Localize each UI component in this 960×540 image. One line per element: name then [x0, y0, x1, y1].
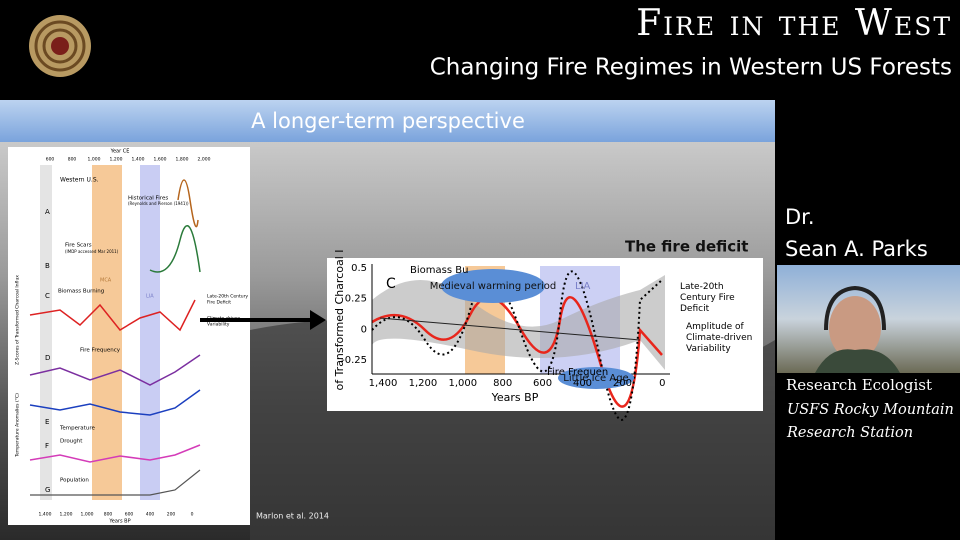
slide-title: A longer-term perspective — [251, 109, 525, 133]
tick-label: 800 — [68, 157, 77, 163]
subtitle: Changing Fire Regimes in Western US Fore… — [430, 55, 952, 81]
y-tick-label: -0.25 — [341, 355, 367, 366]
tick-label: 600 — [125, 512, 134, 518]
tick-label: 200 — [167, 512, 176, 518]
confidence-band — [372, 275, 665, 370]
tick-label: 1,400 — [39, 512, 52, 518]
band-label: LIA — [575, 281, 591, 292]
citation: Marlon et al. 2014 — [256, 512, 329, 521]
figure-label: (IMDP accessed Mar 2011) — [65, 249, 119, 254]
annotation: Climate-driven — [207, 316, 240, 322]
panel-label: E — [45, 418, 49, 426]
curve — [29, 354, 201, 386]
x-tick-label: 600 — [533, 378, 552, 389]
band-label: MCA — [100, 278, 112, 284]
tick-label: 1,400 — [132, 157, 145, 163]
x-tick-label: 800 — [493, 378, 512, 389]
series-label: Biomass Bu — [410, 265, 468, 276]
tick-label: 800 — [104, 512, 113, 518]
bubble — [558, 367, 634, 389]
annotation: Variability — [207, 322, 230, 328]
axis-label: Years BP — [108, 519, 130, 525]
axis-label: Year CE — [110, 149, 130, 155]
callout: The fire deficit — [625, 238, 748, 256]
y-tick-label: 0 — [361, 324, 367, 335]
tick-label: 400 — [146, 512, 155, 518]
panel-label: C — [386, 276, 396, 292]
curve — [29, 444, 201, 463]
tick-label: 1,200 — [110, 157, 123, 163]
bubble-text: Little Ice Age — [563, 373, 628, 384]
speaker-org: USFS Rocky Mountain — [787, 402, 954, 418]
x-tick-label: 1,000 — [448, 378, 477, 389]
curve — [29, 299, 196, 332]
panel-label: B — [45, 262, 50, 270]
speaker-role: Research Ecologist — [786, 376, 932, 394]
y-label: Z-Scores of Transformed Charcoal Influx — [15, 275, 21, 365]
bubble-text: Medieval warming period — [430, 281, 557, 292]
x-tick-label: 200 — [613, 378, 632, 389]
speaker-name: Sean A. Parks — [785, 237, 928, 261]
tick-label: 600 — [46, 157, 55, 163]
y-label: Temperature Anomalies (°C) — [15, 393, 21, 458]
figure-label: Temperature — [59, 426, 95, 432]
title: Fire in the West — [636, 3, 952, 44]
curve — [371, 296, 663, 408]
panel-label: F — [45, 442, 49, 450]
slide-title-bar — [0, 100, 775, 142]
y-tick-label: 0.5 — [351, 263, 367, 274]
tick-label: 1,800 — [176, 157, 189, 163]
figure-label: Fire Frequency — [80, 348, 121, 354]
band — [92, 165, 122, 500]
curve — [371, 270, 663, 421]
figure-label: Fire Scars — [65, 243, 92, 249]
panel-label: A — [45, 208, 50, 216]
tick-label: 1,000 — [88, 157, 101, 163]
curve — [177, 179, 199, 228]
region-label: Western U.S. — [60, 177, 99, 184]
speaker-org: Research Station — [786, 425, 913, 441]
speaker-shirt — [815, 349, 900, 373]
speaker-face — [829, 296, 881, 360]
bubble — [441, 269, 545, 303]
speaker-title: Dr. — [785, 205, 815, 229]
band — [140, 165, 160, 500]
annotation: Fire Deficit — [207, 300, 231, 306]
panel-label: G — [45, 486, 50, 494]
annotation: Amplitude of Climate-driven Variability — [686, 322, 752, 354]
series-label: Fire Frequen — [547, 367, 608, 378]
tick-label: 1,000 — [81, 512, 94, 518]
headset — [824, 285, 886, 331]
annotation: Late-20th Century Fire Deficit — [680, 282, 735, 314]
x-axis-label: Years BP — [491, 391, 539, 404]
y-tick-label: 0.25 — [345, 294, 367, 305]
band-label: LIA — [146, 294, 154, 300]
figure-label: Drought — [60, 439, 83, 445]
figure-label: Biomass Burning — [58, 289, 104, 295]
annotation: Late-20th Century — [207, 294, 248, 300]
panel-label: C — [45, 292, 50, 300]
x-tick-label: 400 — [573, 378, 592, 389]
x-tick-label: 0 — [659, 378, 665, 389]
panel-label: D — [45, 354, 50, 362]
tick-label: 1,600 — [154, 157, 167, 163]
x-tick-label: 1,200 — [409, 378, 438, 389]
band — [40, 165, 52, 500]
y-axis-label: of Transformed Charcoal I — [333, 249, 346, 390]
logo — [29, 15, 91, 77]
curve — [29, 389, 201, 416]
curve — [149, 225, 201, 273]
x-tick-label: 1,400 — [369, 378, 398, 389]
arrow-head — [310, 310, 326, 330]
tick-label: 1,200 — [60, 512, 73, 518]
trend-line — [379, 317, 641, 341]
figure-label: (Reynolds and Pierson (1941)) — [128, 201, 189, 206]
figure-label: Historical Fires — [128, 196, 168, 202]
curve — [30, 469, 201, 496]
tick-label: 2,000 — [198, 157, 211, 163]
figure-label: Population — [60, 478, 89, 484]
tick-label: 0 — [191, 512, 194, 518]
